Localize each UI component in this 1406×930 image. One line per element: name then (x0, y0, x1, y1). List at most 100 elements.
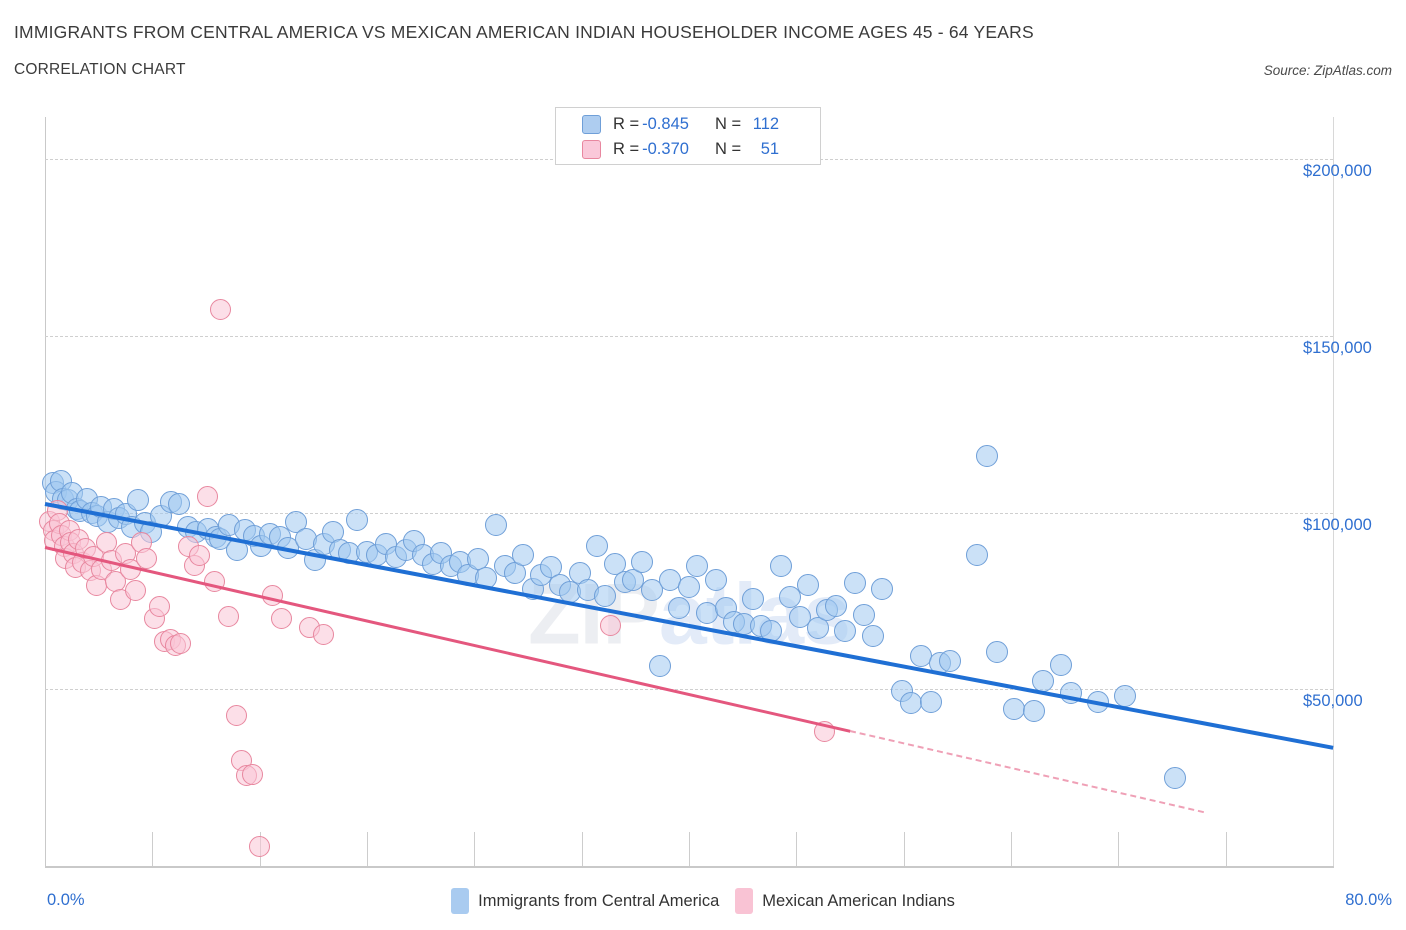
scatter-point (586, 535, 609, 558)
scatter-point (127, 489, 150, 512)
x-axis-tick (1011, 832, 1012, 866)
legend-label-mexican-american-indians: Mexican American Indians (762, 891, 955, 910)
legend-item-immigrants[interactable]: Immigrants from Central America (451, 888, 719, 914)
scatter-point (226, 705, 248, 727)
scatter-point (261, 585, 283, 607)
x-axis-min-label: 0.0% (47, 891, 85, 909)
scatter-point (135, 548, 157, 570)
scatter-point (900, 692, 923, 715)
y-axis-tick-label: $100,000 (1303, 515, 1372, 534)
scatter-point (225, 538, 248, 561)
scatter-point (789, 605, 812, 628)
r-value-pink: -0.370 (642, 140, 689, 158)
legend-item-mexican-american-indians[interactable]: Mexican American Indians (735, 888, 955, 914)
scatter-point (167, 492, 190, 515)
scatter-point (686, 554, 709, 577)
y-axis-tick-label: $50,000 (1303, 692, 1363, 711)
plot-area: ZIPatlas $200,000 $150,000 $100,000 $50,000 (39, 117, 1372, 866)
scatter-point (271, 608, 293, 630)
scatter-point (678, 575, 700, 598)
scatter-point (834, 620, 857, 643)
scatter-point (218, 606, 240, 628)
scatter-point (742, 588, 765, 611)
x-axis-tick (796, 832, 798, 866)
legend-label-immigrants: Immigrants from Central America (478, 891, 720, 910)
x-axis-tick (367, 832, 368, 866)
scatter-point (203, 571, 225, 593)
scatter-point (649, 655, 672, 678)
r-label-blue: R = (613, 115, 640, 133)
scatter-point (966, 544, 989, 567)
n-label-blue: N = (714, 115, 742, 133)
x-axis-tick (152, 832, 154, 866)
scatter-point (484, 514, 507, 537)
scatter-point (242, 763, 264, 785)
scatter-point (209, 299, 231, 321)
scatter-point (919, 690, 942, 713)
scatter-point (621, 568, 644, 591)
scatter-point (668, 597, 691, 620)
scatter-point (631, 551, 654, 574)
scatter-point (985, 641, 1008, 664)
scatter-point (938, 650, 961, 673)
scatter-point (313, 624, 335, 646)
scatter-point (1022, 699, 1045, 722)
gridline-y (45, 336, 1333, 338)
scatter-point (1059, 681, 1082, 704)
x-axis-tick (581, 832, 583, 866)
gridline-y (45, 512, 1333, 514)
x-axis-tick (1225, 832, 1227, 866)
r-value-blue: -0.845 (642, 115, 689, 133)
scatter-point (248, 836, 270, 858)
gridline-y (45, 689, 1333, 691)
scatter-point (148, 595, 170, 617)
scatter-point (197, 486, 219, 508)
x-axis-max-label: 80.0% (1345, 891, 1392, 909)
source-label: Source: ZipAtlas.com (1263, 63, 1392, 78)
page-title: IMMIGRANTS FROM CENTRAL AMERICA VS MEXIC… (14, 22, 1034, 42)
scatter-point (975, 445, 998, 468)
stats-row-pink: R = -0.370 N = 51 (556, 137, 820, 162)
scatter-point (1164, 766, 1187, 789)
x-axis-line (45, 866, 1334, 868)
scatter-point (769, 554, 792, 577)
x-axis-tick (474, 832, 476, 866)
series-legend: Immigrants from Central America Mexican … (0, 888, 1406, 914)
r-label-pink: R = (613, 140, 640, 158)
scatter-point (1114, 685, 1137, 708)
scatter-point (277, 537, 300, 560)
x-axis-tick (903, 832, 905, 866)
scatter-point (871, 577, 894, 600)
trendline-extension-dashed (849, 729, 1205, 814)
scatter-point (1003, 697, 1026, 720)
scatter-point (346, 508, 369, 531)
scatter-point (705, 568, 728, 591)
n-value-blue: 112 (752, 115, 780, 133)
scatter-point (760, 620, 783, 643)
series-swatch-pink-icon (582, 140, 601, 159)
scatter-point (475, 567, 498, 590)
scatter-point (119, 558, 141, 580)
scatter-point (169, 632, 191, 654)
scatter-point (861, 625, 884, 648)
scatter-point (853, 604, 876, 627)
chart-subtitle: CORRELATION CHART (14, 61, 186, 78)
scatter-point (124, 579, 146, 601)
scatter-point (599, 615, 621, 637)
stats-row-blue: R = -0.845 N = 112 (556, 112, 820, 137)
series-swatch-blue-icon (582, 115, 601, 134)
scatter-point (189, 544, 211, 566)
scatter-point (824, 595, 847, 618)
plot-right-border (1333, 117, 1334, 867)
x-axis-tick (689, 832, 690, 866)
n-label-pink: N = (714, 140, 742, 158)
legend-swatch-pink-icon (735, 888, 754, 914)
scatter-point (594, 584, 617, 607)
scatter-point (813, 721, 835, 743)
scatter-point (512, 544, 535, 567)
legend-swatch-blue-icon (451, 888, 470, 914)
scatter-point (1086, 690, 1109, 713)
scatter-point (640, 579, 663, 602)
scatter-point (779, 586, 802, 609)
